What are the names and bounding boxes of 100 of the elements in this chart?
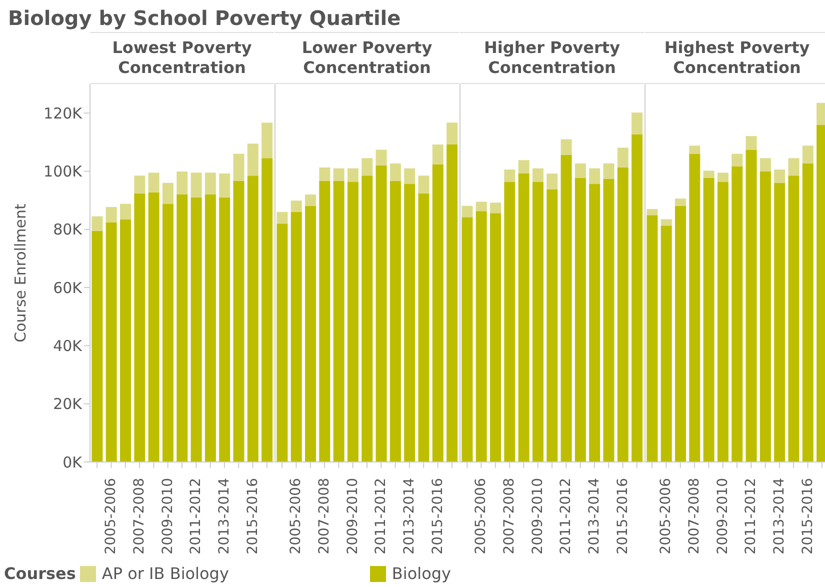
bar bbox=[276, 224, 288, 462]
bar bbox=[134, 193, 146, 462]
x-tick-label: 2005-2006 bbox=[103, 478, 120, 554]
x-tick-label: 2009-2010 bbox=[160, 478, 176, 554]
bar bbox=[518, 160, 530, 174]
bar bbox=[233, 180, 244, 462]
x-tick-label: 2007-2008 bbox=[132, 478, 148, 554]
x-tick-label: 2009-2010 bbox=[344, 478, 361, 554]
bar bbox=[305, 206, 316, 462]
bar bbox=[760, 172, 771, 462]
bar bbox=[546, 174, 558, 190]
bar bbox=[703, 170, 714, 178]
y-tick-label: 120K bbox=[44, 104, 84, 122]
chart-subtitle: Higher Poverty Concentration bbox=[483, 38, 621, 78]
bar bbox=[732, 154, 743, 166]
bar bbox=[233, 154, 244, 181]
bar bbox=[476, 202, 487, 212]
bar bbox=[347, 182, 358, 462]
bar bbox=[774, 169, 786, 183]
x-tick-label: 2013-2014 bbox=[216, 478, 232, 554]
x-tick-label: 2015-2016 bbox=[614, 478, 631, 554]
bar bbox=[490, 202, 502, 214]
bar bbox=[760, 158, 771, 172]
x-tick-label: 2007-2008 bbox=[502, 478, 518, 554]
bar bbox=[675, 206, 686, 462]
bar bbox=[262, 122, 273, 158]
bar bbox=[632, 134, 643, 462]
bar bbox=[134, 176, 146, 194]
bar bbox=[219, 197, 230, 462]
legend-label: Biology bbox=[390, 564, 452, 583]
bar bbox=[560, 154, 572, 462]
bar bbox=[390, 163, 401, 181]
x-tick-label: 2005-2006 bbox=[288, 478, 304, 554]
bar bbox=[319, 180, 330, 462]
bar bbox=[347, 168, 358, 182]
bar bbox=[532, 168, 544, 182]
bar bbox=[689, 146, 700, 154]
bar bbox=[462, 206, 473, 218]
legend-title: Courses bbox=[4, 564, 76, 583]
y-tick-label: 20K bbox=[53, 395, 84, 414]
bar bbox=[106, 222, 117, 462]
bar bbox=[746, 150, 757, 462]
bar bbox=[675, 198, 686, 206]
bar bbox=[333, 168, 344, 181]
bar bbox=[446, 122, 458, 144]
bar bbox=[717, 172, 728, 182]
bar bbox=[247, 144, 258, 176]
bar bbox=[589, 184, 600, 462]
x-tick-label: 2005-2006 bbox=[658, 478, 674, 554]
bar bbox=[92, 216, 103, 231]
bar bbox=[418, 176, 430, 194]
bar bbox=[319, 167, 330, 181]
bar bbox=[290, 212, 302, 462]
bar bbox=[574, 178, 586, 462]
bar bbox=[404, 184, 416, 462]
bar bbox=[746, 136, 757, 150]
bar bbox=[802, 146, 814, 164]
bar bbox=[462, 217, 473, 462]
bar bbox=[92, 230, 103, 462]
bar bbox=[617, 148, 628, 168]
x-tick-label: 2011-2012 bbox=[558, 478, 574, 554]
legend-label: AP or IB Biology bbox=[100, 564, 230, 583]
chart-subtitle: Lower Poverty Concentration bbox=[300, 38, 434, 78]
x-tick-label: 2011-2012 bbox=[373, 478, 390, 554]
bar bbox=[603, 178, 614, 462]
bar bbox=[717, 182, 728, 462]
y-tick-label: 40K bbox=[53, 337, 84, 356]
bar bbox=[276, 212, 288, 224]
bar bbox=[219, 174, 230, 198]
bar bbox=[148, 172, 160, 192]
bar bbox=[476, 211, 487, 462]
bar bbox=[418, 193, 430, 462]
bar bbox=[190, 197, 202, 462]
bar bbox=[305, 194, 316, 206]
bar bbox=[247, 176, 258, 462]
x-tick-label: 2007-2008 bbox=[686, 478, 703, 554]
bar bbox=[632, 112, 643, 134]
bar bbox=[518, 174, 530, 462]
bar bbox=[560, 139, 572, 155]
bar bbox=[204, 172, 216, 194]
bar bbox=[362, 176, 373, 462]
x-tick-label: 2011-2012 bbox=[188, 478, 204, 554]
x-tick-label: 2013-2014 bbox=[586, 478, 602, 554]
bar bbox=[204, 194, 216, 462]
bar bbox=[603, 163, 614, 179]
bar bbox=[546, 189, 558, 462]
bar bbox=[504, 169, 516, 182]
bar bbox=[646, 209, 658, 216]
bar bbox=[574, 163, 586, 178]
bar bbox=[290, 200, 302, 212]
x-tick-label: 2013-2014 bbox=[771, 478, 788, 554]
bar bbox=[390, 180, 401, 462]
bar bbox=[446, 144, 458, 462]
bar bbox=[362, 158, 373, 176]
y-tick-label: 100K bbox=[44, 162, 84, 181]
chart-subtitle: Lowest Poverty Concentration bbox=[111, 38, 253, 78]
bar bbox=[148, 192, 160, 462]
bar bbox=[120, 204, 132, 220]
bar bbox=[432, 164, 444, 462]
y-tick-label: 60K bbox=[53, 278, 84, 297]
